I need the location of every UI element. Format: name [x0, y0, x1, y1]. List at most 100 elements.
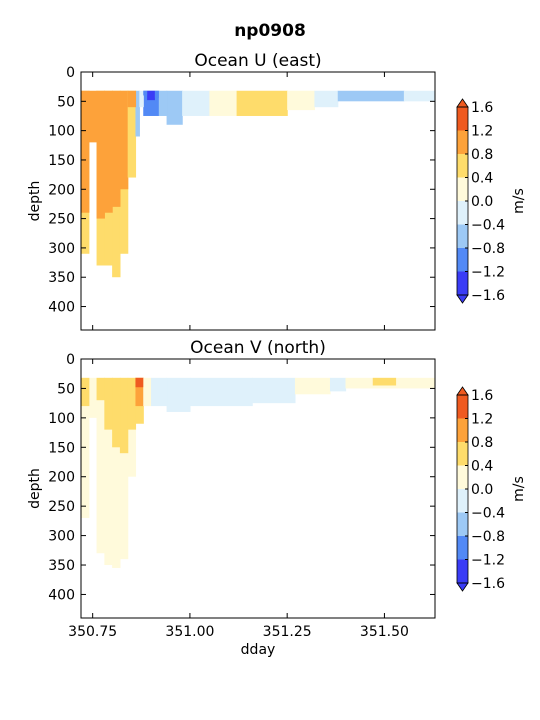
y-tick-label: 50: [57, 94, 75, 110]
colorbar-tick-label: 0.8: [471, 435, 493, 451]
y-tick-label: 0: [66, 65, 75, 81]
colorbar-label: m/s: [511, 188, 527, 214]
colorbar: −1.6 −1.2 −0.8 −0.4 0.0 0.4 0.8 1.2 1.6 m/s: [456, 98, 527, 304]
colorbar-segment: [457, 559, 468, 583]
x-tick-label: 351.00: [165, 624, 214, 640]
y-tick-label: 250: [48, 499, 75, 515]
y-tick-label: 200: [48, 470, 75, 486]
heatmap-cell: [81, 90, 90, 213]
colorbar-tick-label: −1.6: [471, 288, 505, 304]
heatmap-cell: [329, 377, 347, 392]
colorbar-extend-min: [456, 294, 469, 304]
heatmap-cell: [252, 377, 296, 404]
heatmap-cell: [81, 377, 90, 407]
colorbar-tick-label: 1.6: [471, 100, 493, 116]
y-axis-label: depth: [27, 468, 43, 509]
heatmap-cell: [127, 377, 137, 430]
colorbar-extend-max: [456, 386, 469, 396]
heatmap-cell: [112, 377, 121, 568]
y-tick-label: 100: [48, 124, 75, 140]
heatmap-cell: [143, 377, 152, 407]
plot-frame: [80, 71, 436, 331]
heatmap-cell: [104, 377, 113, 430]
heatmap-cell: [112, 90, 121, 207]
colorbar-segment: [457, 418, 468, 442]
colorbar-segment: [457, 107, 468, 131]
y-tick-label: 400: [48, 300, 75, 316]
heatmap-cell: [96, 377, 105, 554]
heatmap-cell: [96, 377, 105, 401]
heatmap-cell: [139, 90, 144, 108]
heatmap-cell: [166, 90, 183, 125]
heatmap-cell: [88, 377, 98, 418]
heatmap-cell: [403, 90, 435, 102]
panel-ocean-u: Ocean U (east) 0 50 100 150 200 250 300 350 400 de…: [27, 51, 527, 331]
heatmap-cell: [81, 377, 90, 518]
heatmap-cell: [209, 90, 238, 116]
y-tick-label: 300: [48, 241, 75, 257]
heatmap-cells: [81, 90, 435, 278]
colorbar-segment: [457, 512, 468, 536]
y-tick-label: 150: [48, 440, 75, 456]
colorbar-tick-label: −1.6: [471, 576, 505, 592]
heatmap-patch: [372, 377, 397, 386]
colorbar-segment: [457, 465, 468, 489]
colorbar-tick-label: −0.4: [471, 506, 505, 522]
heatmap-cell: [314, 90, 339, 108]
x-tick-label: 350.75: [68, 624, 117, 640]
colorbar-extend-min: [456, 582, 469, 592]
heatmap-cell: [119, 90, 129, 190]
colorbar-segment: [457, 177, 468, 201]
colorbar-segment: [457, 130, 468, 154]
y-tick-label: 100: [48, 411, 75, 427]
heatmap-patch: [143, 90, 148, 96]
x-tick-label: 351.25: [263, 624, 312, 640]
colorbar-tick-label: −1.2: [471, 553, 505, 569]
colorbar-segment: [457, 248, 468, 272]
colorbar-tick-label: −0.4: [471, 218, 505, 234]
colorbar-label: m/s: [511, 476, 527, 502]
colorbar: −1.6 −1.2 −0.8 −0.4 0.0 0.4 0.8 1.2 1.6 m/s: [456, 386, 527, 592]
y-tick-label: 300: [48, 529, 75, 545]
colorbar-tick-label: 1.2: [471, 124, 493, 140]
colorbar-extend-max: [456, 98, 469, 108]
heatmap-cell: [96, 90, 105, 219]
y-tick-label: 150: [48, 153, 75, 169]
heatmap-cell: [287, 90, 316, 111]
panels: Ocean U (east) 0 50 100 150 200 250 300 350 400 de…: [27, 51, 527, 658]
y-tick-label: 200: [48, 182, 75, 198]
heatmap-cell: [294, 377, 331, 395]
colorbar-segment: [457, 395, 468, 419]
panel-title: Ocean U (east): [194, 51, 321, 71]
heatmap-cell: [88, 90, 98, 143]
colorbar-tick-label: 0.0: [471, 194, 493, 210]
heatmap-cell: [337, 90, 405, 102]
x-tick-label: 351.50: [360, 624, 409, 640]
heatmap-cell: [236, 90, 288, 116]
y-tick-label: 400: [48, 587, 75, 603]
colorbar-segment: [457, 536, 468, 560]
colorbar-tick-label: 0.4: [471, 171, 493, 187]
figure-title: np0908: [234, 21, 306, 41]
colorbar-segment: [457, 154, 468, 178]
heatmap-patch: [147, 90, 155, 101]
colorbar-tick-label: 0.8: [471, 147, 493, 163]
heatmap-cell: [182, 90, 210, 116]
y-axis-label: depth: [27, 181, 43, 222]
heatmap-cell: [166, 377, 191, 412]
colorbar-tick-label: 0.4: [471, 459, 493, 475]
colorbar-tick-label: 1.6: [471, 388, 493, 404]
heatmap-cell: [135, 90, 140, 137]
heatmap-cell: [158, 90, 168, 116]
heatmap-cell: [119, 377, 129, 454]
heatmap-cell: [127, 90, 137, 108]
colorbar-tick-label: −0.8: [471, 529, 505, 545]
heatmap-cell: [127, 90, 137, 178]
x-axis-label: dday: [241, 642, 276, 658]
panel-ocean-v: Ocean V (north) 0 50 100 150 200 250 300 350 400 3…: [27, 338, 527, 658]
heatmap-cell: [104, 90, 113, 213]
colorbar-segment: [457, 224, 468, 248]
colorbar-segment: [457, 442, 468, 466]
heatmap-cell: [104, 377, 113, 566]
heatmap-cell: [135, 377, 144, 407]
